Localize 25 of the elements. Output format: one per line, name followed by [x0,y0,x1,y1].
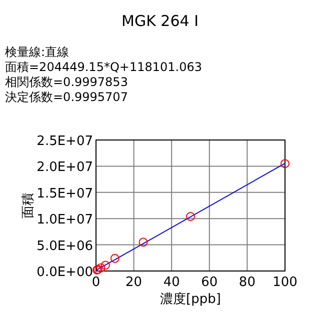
x-tick-label: 40 [163,275,180,290]
y-axis-title: 面積 [21,192,36,218]
x-tick-label: 100 [272,275,298,290]
text: 決定係数=0.9995707 [5,90,128,104]
x-tick-label: 80 [238,275,256,290]
x-tick-label: 0 [92,275,100,290]
x-tick-label: 60 [201,275,218,290]
y-tick-label: 2.0E+07 [36,160,93,176]
y-tick-label: 0.0E+00 [36,265,93,280]
x-axis-title: 濃度[ppb] [160,291,221,307]
text: 相関係数=0.9997853 [5,75,128,89]
y-tick-label: 1.0E+07 [36,212,93,228]
y-tick-label: 5.0E+06 [36,238,93,254]
point [100,260,110,270]
text: 検量線:直線 [5,45,70,59]
point [138,238,148,247]
point [280,159,290,168]
y-tick-label: 2.5E+07 [36,134,93,149]
x-tick-label: 20 [126,275,142,290]
text: 面積=204449.15*Q+118101.063 [5,60,202,74]
y-tick-label: 1.5E+07 [36,186,93,202]
point [186,212,195,222]
point [96,263,106,272]
chart-title: MGK 264 Ⅰ [122,12,198,30]
point [110,254,120,263]
